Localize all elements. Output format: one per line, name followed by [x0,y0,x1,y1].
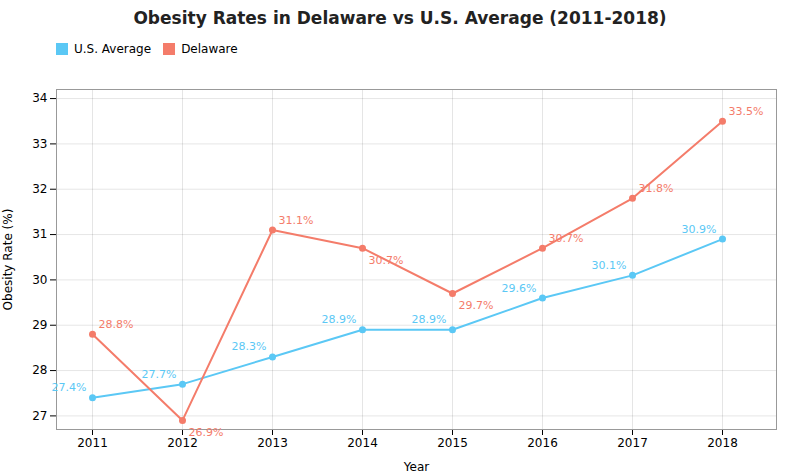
svg-text:29.6%: 29.6% [502,282,537,295]
svg-text:31.8%: 31.8% [639,182,674,195]
svg-text:2018: 2018 [707,436,738,450]
svg-text:2017: 2017 [617,436,648,450]
svg-text:28.9%: 28.9% [322,313,357,326]
svg-text:27.4%: 27.4% [52,381,87,394]
svg-text:2016: 2016 [527,436,558,450]
svg-text:27: 27 [32,409,47,423]
svg-text:30.7%: 30.7% [369,254,404,267]
svg-text:2014: 2014 [347,436,378,450]
svg-text:30.1%: 30.1% [592,259,627,272]
svg-text:2012: 2012 [167,436,198,450]
svg-text:33: 33 [32,137,47,151]
html-text:U.S. Average: U.S. Average [74,41,152,56]
svg-text:26.9%: 26.9% [189,426,224,439]
svg-text:30.7%: 30.7% [549,232,584,245]
svg-text:28: 28 [32,363,47,377]
svg-text:32: 32 [32,182,47,196]
html-text:Obesity Rates in Delaware vs U: Obesity Rates in Delaware vs U.S. Averag… [133,8,667,28]
svg-text:28.3%: 28.3% [232,340,267,353]
svg-text:29.7%: 29.7% [459,299,494,312]
svg-text:2015: 2015 [437,436,468,450]
svg-text:28.9%: 28.9% [412,313,447,326]
svg-text:33.5%: 33.5% [729,105,764,118]
html-text:Delaware: Delaware [181,41,238,56]
svg-text:31.1%: 31.1% [279,214,314,227]
svg-text:29: 29 [32,318,47,332]
svg-text:2013: 2013 [257,436,288,450]
svg-text:2011: 2011 [77,436,108,450]
svg-text:Year: Year [403,460,429,474]
svg-text:30.9%: 30.9% [682,223,717,236]
svg-text:Obesity Rate (%): Obesity Rate (%) [1,209,15,311]
svg-text:34: 34 [32,91,47,105]
svg-text:28.8%: 28.8% [99,318,134,331]
svg-text:31: 31 [32,227,47,241]
svg-text:30: 30 [32,273,47,287]
svg-text:27.7%: 27.7% [142,368,177,381]
